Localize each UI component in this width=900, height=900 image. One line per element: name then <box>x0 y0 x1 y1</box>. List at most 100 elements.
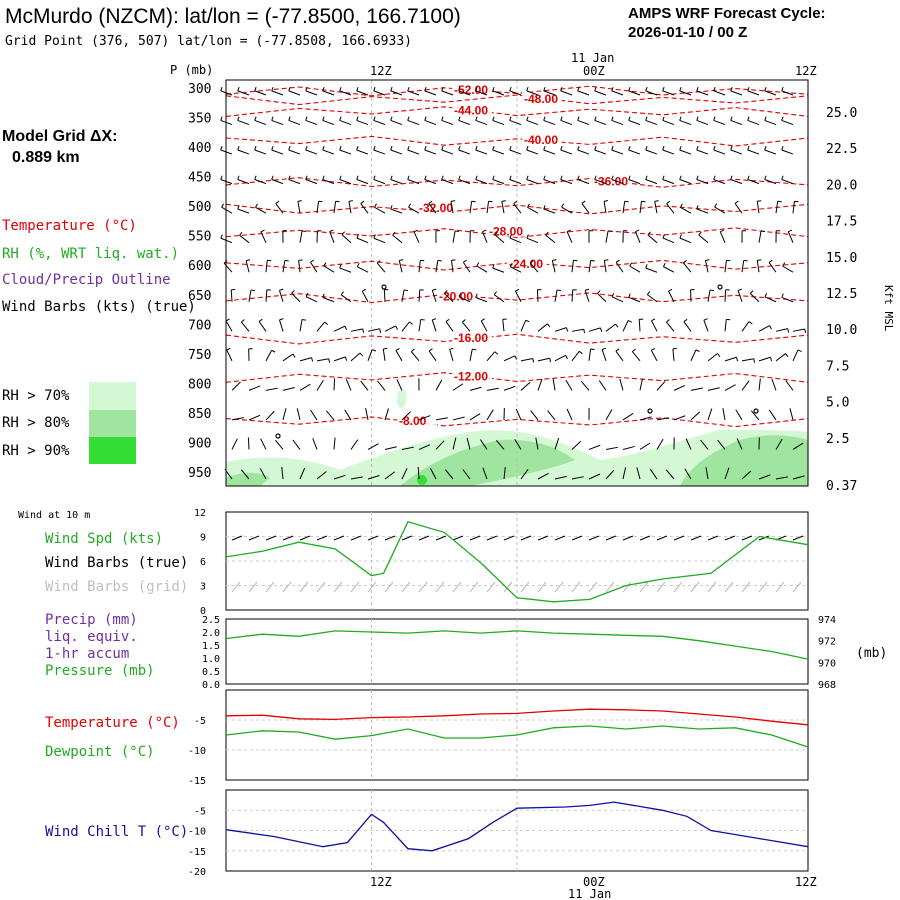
wind-barb-flag <box>509 86 512 92</box>
wind-barb <box>390 179 403 185</box>
wind-barb <box>679 237 692 244</box>
wind-barb-flag <box>324 321 329 326</box>
wind-barb <box>299 383 311 391</box>
wind-barb-flag <box>627 320 632 323</box>
height-axis-label: Kft MSL <box>882 285 895 332</box>
wind-barb <box>650 350 658 362</box>
wind-barb <box>639 201 642 214</box>
wind-barb <box>492 179 505 185</box>
wind-barb <box>458 119 471 126</box>
wind-barb-flag <box>578 350 583 355</box>
wind-barb-flag <box>221 203 224 208</box>
wind-barb <box>451 260 454 273</box>
wind-barb-flag <box>322 293 325 298</box>
wind-barb <box>792 475 805 480</box>
isotherm-label: -44.00 <box>454 104 488 118</box>
surface-wind-barb <box>469 535 481 541</box>
top-date-label: 11 Jan <box>571 51 614 65</box>
wind-barb <box>758 378 761 391</box>
wind-barb-flag <box>492 264 495 269</box>
grid-wind-barb <box>724 581 734 593</box>
wind-barb-flag <box>494 231 498 236</box>
wind-barb-flag <box>408 203 411 208</box>
wind-barb <box>231 438 238 450</box>
grid-wind-barb <box>792 581 802 593</box>
wind-barb-flag <box>220 234 223 239</box>
surface-wind-barb <box>554 535 566 541</box>
wind-barb-flag <box>611 292 615 298</box>
wind-barb <box>792 328 805 332</box>
wind-barb-flag <box>757 259 762 261</box>
grid-wind-barb <box>775 581 785 593</box>
wind-barb-flag <box>730 146 733 151</box>
wind-barb-flag <box>356 86 359 92</box>
wind-barb-flag <box>782 262 786 267</box>
wind-barb <box>282 408 287 421</box>
wind-barb-flag <box>611 175 614 180</box>
axis-tick: 0 <box>200 606 206 617</box>
wind-barb <box>781 119 794 126</box>
wind-barb <box>401 289 405 302</box>
wind-barb-flag <box>399 259 404 262</box>
wind-barb-flag <box>615 259 620 263</box>
wind-barb <box>520 382 531 391</box>
wind-barb-flag <box>322 86 325 92</box>
wind-barb-flag <box>292 353 296 358</box>
wind-barb <box>705 467 709 480</box>
wind-barb <box>350 476 363 480</box>
wind-barb-flag <box>696 175 699 180</box>
wind-barb <box>501 201 505 214</box>
wind-barb <box>288 179 301 185</box>
wind-barb-flag <box>458 292 462 298</box>
wind-barb <box>350 439 359 450</box>
calm-marker <box>381 284 387 290</box>
wind-barb <box>679 90 692 96</box>
wind-barb <box>452 437 457 450</box>
wind-barb <box>684 468 692 480</box>
legend-rh: RH (%, WRT liq. wat.) <box>2 246 179 262</box>
wind-barb <box>775 353 786 362</box>
wind-barb <box>282 353 294 362</box>
height-tick: 15.0 <box>826 251 857 266</box>
wind-barb <box>296 408 301 421</box>
wind-barb-flag <box>239 231 243 236</box>
wind-barb <box>535 437 539 450</box>
wind-barb <box>792 349 799 362</box>
wind-barb-flag <box>668 288 673 292</box>
wind-barb-flag <box>271 146 274 151</box>
wind-barb-flag <box>373 116 376 121</box>
wind-barb <box>367 328 380 332</box>
wind-barb <box>410 351 420 362</box>
wind-barb-flag <box>476 262 480 267</box>
wind-barb <box>509 149 522 155</box>
rh70-swatch <box>89 382 136 410</box>
wind-barb <box>622 467 627 480</box>
cross-section-grid <box>371 80 518 486</box>
wind-barb-flag <box>475 175 478 180</box>
isotherm-label: -16.00 <box>454 331 488 345</box>
grid-point-label: Grid Point (376, 507) lat/lon = (-77.850… <box>5 34 412 49</box>
wind-barb <box>749 293 760 303</box>
wind-barb <box>628 90 641 96</box>
wind-barb <box>475 297 488 303</box>
wind-barb <box>265 260 268 273</box>
wind-barb-flag <box>628 116 631 121</box>
wind-barb <box>514 290 522 303</box>
wind-barb <box>305 90 318 96</box>
wind-barb-flag <box>424 175 427 180</box>
wind-barb-flag <box>768 259 773 263</box>
wind-barb-flag <box>730 175 733 180</box>
wind-barb <box>781 149 794 155</box>
wind-barb-flag <box>749 290 754 294</box>
wind-barb-flag <box>628 86 631 92</box>
wind-barb <box>645 179 658 185</box>
isotherm-label: -52.00 <box>454 83 488 97</box>
wind-barb-flag <box>424 146 427 151</box>
wind-barb <box>566 231 573 243</box>
wind-barb-flag <box>647 231 651 236</box>
height-tick: 12.5 <box>826 287 857 302</box>
wind-barb <box>503 355 516 362</box>
isotherm-label: -12.00 <box>454 369 488 383</box>
wind-barb <box>356 179 369 185</box>
isotherm-label-bg <box>522 133 562 146</box>
